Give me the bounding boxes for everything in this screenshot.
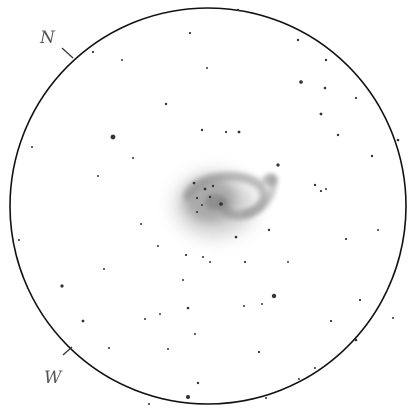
- star: [329, 319, 333, 323]
- star: [298, 378, 300, 380]
- north-tick: [61, 47, 74, 59]
- star: [370, 154, 374, 158]
- star: [243, 305, 245, 307]
- star: [132, 157, 134, 159]
- star: [354, 96, 358, 100]
- star: [319, 189, 323, 193]
- star: [224, 130, 228, 134]
- star: [144, 318, 146, 320]
- star: [219, 202, 223, 206]
- star: [108, 347, 110, 349]
- star: [203, 187, 207, 191]
- star: [234, 235, 238, 239]
- star: [324, 58, 328, 62]
- star: [140, 223, 142, 225]
- star: [81, 319, 85, 323]
- field-of-view-circle: [9, 7, 407, 405]
- star: [265, 397, 267, 399]
- star-field: [18, 8, 400, 405]
- star: [60, 284, 64, 288]
- star: [194, 333, 196, 335]
- star: [336, 133, 340, 137]
- star: [271, 293, 277, 299]
- star: [182, 279, 184, 281]
- star: [186, 395, 190, 399]
- star: [313, 183, 317, 187]
- star: [314, 367, 316, 369]
- star: [296, 38, 300, 42]
- star: [323, 86, 327, 90]
- star: [344, 237, 348, 241]
- star: [354, 338, 358, 342]
- star: [103, 268, 105, 270]
- star: [276, 163, 280, 167]
- star: [261, 303, 263, 305]
- star: [18, 239, 20, 241]
- star: [196, 211, 198, 213]
- star: [209, 261, 211, 263]
- star: [287, 261, 289, 263]
- star: [237, 130, 241, 134]
- star: [325, 188, 327, 190]
- west-tick: [62, 346, 73, 356]
- star: [110, 134, 116, 140]
- star: [392, 317, 394, 319]
- star: [319, 112, 323, 116]
- star: [188, 31, 192, 35]
- star: [358, 298, 362, 302]
- star: [97, 175, 99, 177]
- star: [157, 245, 159, 247]
- star: [206, 67, 208, 69]
- star: [299, 80, 303, 84]
- star: [167, 348, 169, 350]
- star: [121, 59, 123, 61]
- star: [159, 313, 161, 315]
- star: [202, 256, 204, 258]
- star: [208, 195, 212, 199]
- star: [91, 50, 95, 54]
- star: [164, 102, 168, 106]
- star: [211, 184, 215, 188]
- star: [201, 204, 203, 206]
- star: [31, 146, 33, 148]
- star: [186, 306, 190, 310]
- star: [192, 181, 196, 185]
- north-label: N: [39, 28, 56, 48]
- star: [196, 381, 200, 385]
- star: [148, 403, 150, 405]
- nebula: [175, 171, 278, 237]
- star: [267, 228, 271, 232]
- star: [243, 260, 247, 264]
- star: [200, 128, 204, 132]
- star: [257, 350, 261, 354]
- star: [195, 196, 199, 200]
- star: [377, 229, 379, 231]
- star: [184, 253, 188, 257]
- star: [396, 138, 400, 142]
- west-label: W: [44, 368, 63, 388]
- star: [236, 8, 240, 12]
